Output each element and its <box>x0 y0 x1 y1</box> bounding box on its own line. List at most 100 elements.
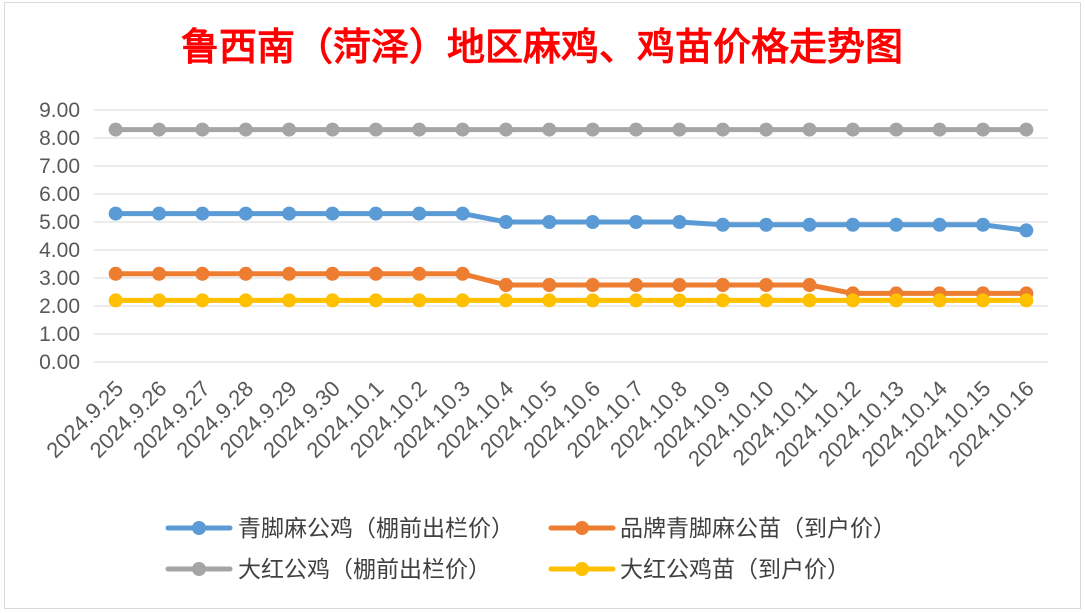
data-point <box>759 293 774 308</box>
data-point <box>975 122 990 137</box>
data-point <box>282 122 297 137</box>
y-tick-label: 8.00 <box>39 127 80 150</box>
data-point <box>238 206 253 221</box>
series-line <box>113 211 1029 233</box>
chart-title: 鲁西南（菏泽）地区麻鸡、鸡苗价格走势图 <box>181 24 903 69</box>
data-point <box>325 206 340 221</box>
data-point <box>282 266 297 281</box>
data-point <box>629 122 644 137</box>
series-line <box>113 271 1029 296</box>
data-point <box>802 217 817 232</box>
y-tick-label: 1.00 <box>39 323 80 346</box>
data-point <box>108 293 123 308</box>
data-point <box>542 122 557 137</box>
legend-item-qingjiao-rooster: 青脚麻公鸡（棚前出栏价） <box>165 516 514 542</box>
data-point <box>238 293 253 308</box>
data-point <box>152 266 167 281</box>
data-point <box>238 122 253 137</box>
data-point <box>542 215 557 229</box>
data-point <box>455 206 470 221</box>
y-tick-label: 6.00 <box>39 183 80 206</box>
data-point <box>585 278 600 292</box>
data-point <box>629 293 644 308</box>
legend-label: 大红公鸡（棚前出栏价） <box>238 557 491 583</box>
data-point <box>455 293 470 308</box>
data-point <box>932 217 947 232</box>
legend-item-dahong-chick: 大红公鸡苗（到户价） <box>548 557 850 583</box>
data-point <box>759 278 774 292</box>
legend-label: 青脚麻公鸡（棚前出栏价） <box>238 516 514 542</box>
data-point <box>802 122 817 137</box>
data-point <box>585 293 600 308</box>
y-tick-label: 5.00 <box>39 211 80 234</box>
data-point <box>108 266 123 281</box>
y-tick-label: 7.00 <box>39 155 80 178</box>
data-point <box>368 266 383 281</box>
data-point <box>455 122 470 137</box>
legend-label: 大红公鸡苗（到户价） <box>620 557 850 583</box>
data-point <box>845 217 860 232</box>
data-point <box>715 122 730 137</box>
data-point <box>672 215 687 229</box>
data-point <box>889 217 904 232</box>
series-2 <box>108 122 1034 137</box>
data-point <box>152 206 167 221</box>
data-point <box>542 278 557 292</box>
data-point <box>715 293 730 308</box>
data-point <box>498 122 513 137</box>
data-point <box>498 215 513 229</box>
data-point <box>195 293 210 308</box>
data-point <box>715 217 730 232</box>
data-point <box>368 293 383 308</box>
data-point <box>889 122 904 137</box>
data-point <box>585 122 600 137</box>
data-point <box>1019 223 1034 238</box>
data-point <box>542 293 557 308</box>
data-point <box>282 293 297 308</box>
data-point <box>845 122 860 137</box>
data-point <box>108 122 123 137</box>
data-point <box>368 122 383 137</box>
series-3 <box>108 293 1034 308</box>
data-point <box>629 278 644 292</box>
plot-series <box>108 122 1034 308</box>
data-point <box>715 278 730 292</box>
data-point <box>672 122 687 137</box>
data-point <box>629 215 644 229</box>
series-0 <box>108 206 1034 238</box>
data-point <box>498 278 513 292</box>
y-tick-label: 0.00 <box>39 351 80 374</box>
data-point <box>585 215 600 229</box>
data-point <box>325 122 340 137</box>
data-point <box>759 217 774 232</box>
data-point <box>672 293 687 308</box>
legend-point-marker <box>575 562 589 576</box>
data-point <box>802 293 817 308</box>
data-point <box>975 217 990 232</box>
data-point <box>412 122 427 137</box>
data-point <box>932 122 947 137</box>
legend-point-marker <box>192 562 206 576</box>
legend-point-marker <box>192 521 206 535</box>
data-point <box>152 293 167 308</box>
y-axis-tick-labels: 0.00 1.00 2.00 3.00 4.00 5.00 6.00 7.00 8.00 9.00 <box>39 99 80 374</box>
data-point <box>1019 293 1034 308</box>
legend-item-brand-qingjiao-chick: 品牌青脚麻公苗（到户价） <box>548 516 896 542</box>
data-point <box>195 206 210 221</box>
data-point <box>368 206 383 221</box>
data-point <box>195 266 210 281</box>
data-point <box>108 206 123 221</box>
data-point <box>238 266 253 281</box>
legend-label: 品牌青脚麻公苗（到户价） <box>620 516 896 542</box>
data-point <box>325 266 340 281</box>
data-point <box>498 293 513 308</box>
data-point <box>412 206 427 221</box>
y-tick-label: 2.00 <box>39 295 80 318</box>
data-point <box>412 266 427 281</box>
legend-point-marker <box>575 521 589 535</box>
data-point <box>455 266 470 281</box>
data-point <box>889 293 904 308</box>
y-tick-label: 4.00 <box>39 239 80 262</box>
data-point <box>845 293 860 308</box>
y-tick-label: 9.00 <box>39 99 80 122</box>
